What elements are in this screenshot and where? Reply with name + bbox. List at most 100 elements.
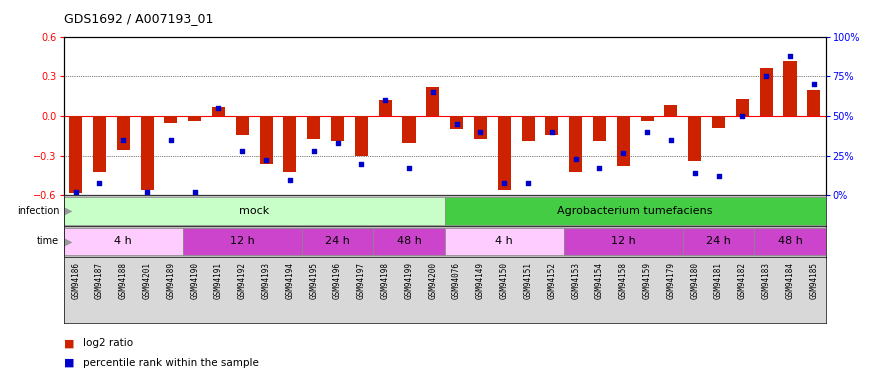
Bar [117, 116, 130, 150]
Point [640, 129, 654, 135]
Text: GSM94200: GSM94200 [428, 262, 437, 299]
Text: GSM94186: GSM94186 [71, 262, 81, 299]
Point [92, 180, 106, 186]
Text: GSM94187: GSM94187 [95, 262, 104, 299]
Bar [259, 116, 273, 164]
Text: GSM94149: GSM94149 [476, 262, 485, 299]
Point [188, 189, 202, 195]
Text: GSM94152: GSM94152 [547, 262, 557, 299]
Point [164, 137, 178, 143]
Text: GSM94076: GSM94076 [452, 262, 461, 299]
Point [140, 189, 154, 195]
Text: time: time [37, 237, 59, 246]
Text: Agrobacterium tumefaciens: Agrobacterium tumefaciens [558, 206, 713, 216]
Text: GSM94199: GSM94199 [404, 262, 413, 299]
Point [116, 137, 130, 143]
Point [521, 180, 535, 186]
Text: GSM94189: GSM94189 [166, 262, 175, 299]
Bar [593, 116, 606, 141]
Point [330, 140, 344, 146]
Bar [783, 60, 796, 116]
Point [283, 177, 297, 183]
Text: GSM94195: GSM94195 [309, 262, 319, 299]
Bar [64, 228, 183, 255]
Text: GSM94179: GSM94179 [666, 262, 675, 299]
Text: 4 h: 4 h [496, 237, 513, 246]
Point [568, 156, 582, 162]
Text: GSM94197: GSM94197 [357, 262, 366, 299]
Bar [302, 228, 373, 255]
Text: GDS1692 / A007193_01: GDS1692 / A007193_01 [64, 12, 213, 26]
Text: ▶: ▶ [65, 237, 72, 246]
Bar [444, 197, 826, 225]
Bar [564, 228, 683, 255]
Text: GSM94184: GSM94184 [786, 262, 795, 299]
Text: GSM94192: GSM94192 [238, 262, 247, 299]
Bar [569, 116, 582, 172]
Text: ■: ■ [64, 358, 74, 368]
Text: GSM94198: GSM94198 [381, 262, 389, 299]
Text: GSM94158: GSM94158 [619, 262, 627, 299]
Text: 24 h: 24 h [325, 237, 350, 246]
Bar [545, 116, 558, 135]
Bar [331, 116, 344, 141]
Point [235, 148, 250, 154]
Text: infection: infection [17, 206, 59, 216]
Text: log2 ratio: log2 ratio [83, 338, 134, 348]
Text: GSM94183: GSM94183 [762, 262, 771, 299]
Bar [379, 100, 392, 116]
Point [545, 129, 559, 135]
Bar [735, 99, 749, 116]
Text: 4 h: 4 h [114, 237, 132, 246]
Bar [807, 90, 820, 116]
Text: 24 h: 24 h [706, 237, 731, 246]
Bar [712, 116, 725, 128]
Point [378, 97, 392, 103]
Text: GSM94190: GSM94190 [190, 262, 199, 299]
Bar [141, 116, 154, 190]
Bar [189, 116, 201, 122]
Point [664, 137, 678, 143]
Text: ■: ■ [64, 338, 74, 348]
Bar [183, 228, 302, 255]
Bar [235, 116, 249, 135]
Text: GSM94196: GSM94196 [333, 262, 342, 299]
Text: 48 h: 48 h [778, 237, 803, 246]
Point [616, 150, 630, 156]
Bar [93, 116, 106, 172]
Point [497, 180, 512, 186]
Bar [617, 116, 630, 166]
Text: 12 h: 12 h [230, 237, 255, 246]
Bar [373, 228, 444, 255]
Bar [355, 116, 368, 156]
Point [473, 129, 488, 135]
Point [307, 148, 321, 154]
Text: GSM94193: GSM94193 [262, 262, 271, 299]
Point [68, 189, 82, 195]
Point [354, 160, 368, 166]
Text: percentile rank within the sample: percentile rank within the sample [83, 358, 259, 368]
Point [402, 165, 416, 171]
Bar [497, 116, 511, 190]
Bar [521, 116, 535, 141]
Bar [64, 197, 444, 225]
Text: GSM94182: GSM94182 [738, 262, 747, 299]
Bar [165, 116, 177, 123]
Point [212, 105, 226, 111]
Text: GSM94154: GSM94154 [595, 262, 604, 299]
Text: GSM94194: GSM94194 [286, 262, 295, 299]
Point [712, 173, 726, 179]
Text: GSM94188: GSM94188 [119, 262, 127, 299]
Text: GSM94150: GSM94150 [500, 262, 509, 299]
Bar [307, 116, 320, 138]
Bar [69, 116, 82, 193]
Bar [403, 116, 416, 142]
Text: GSM94153: GSM94153 [571, 262, 581, 299]
Text: GSM94151: GSM94151 [524, 262, 533, 299]
Bar [450, 116, 463, 129]
Bar [759, 69, 773, 116]
Point [807, 81, 821, 87]
Point [735, 113, 750, 119]
Text: GSM94181: GSM94181 [714, 262, 723, 299]
Bar [683, 228, 754, 255]
